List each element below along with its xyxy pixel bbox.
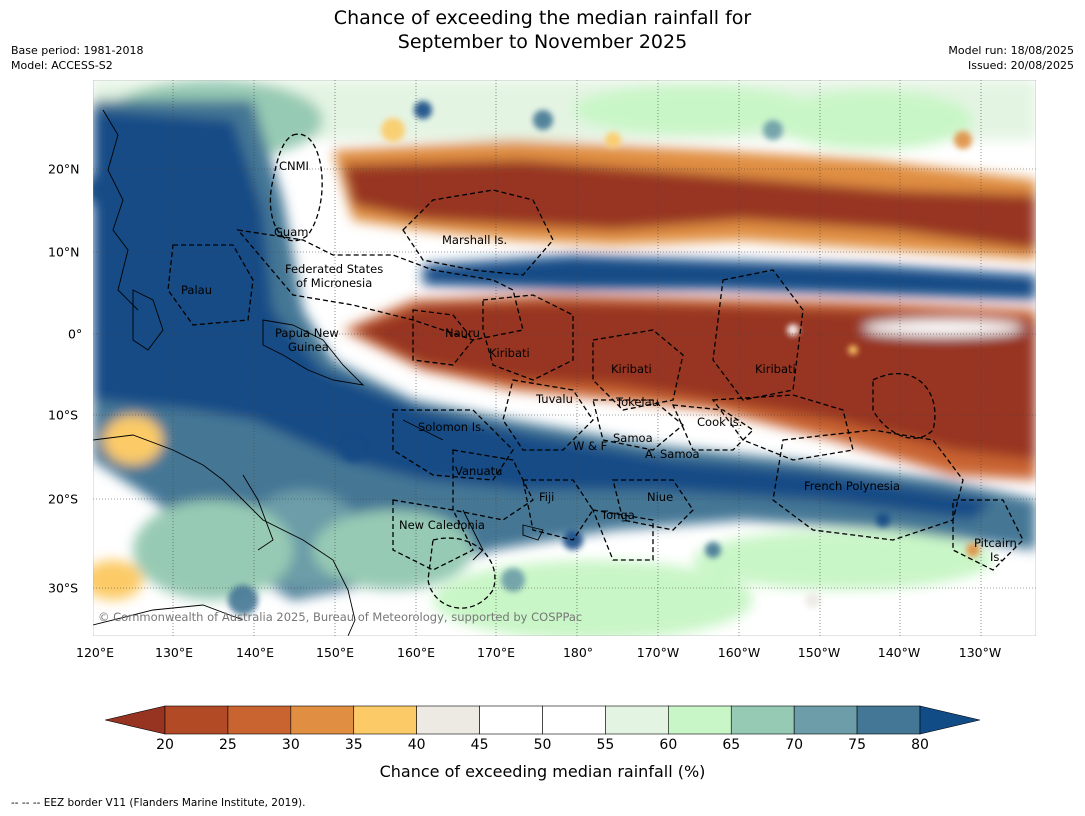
x-tick-label: 180°: [562, 645, 594, 660]
colorbar-tick-label: 40: [407, 737, 426, 753]
y-tick-label: 0°: [68, 326, 83, 342]
x-tick-label: 160°W: [717, 645, 761, 660]
region-label: Fiji: [539, 490, 554, 504]
x-tick-label: 130°E: [154, 645, 194, 660]
title-line-2: September to November 2025: [397, 31, 688, 53]
colorbar-tick-label: 50: [533, 737, 552, 753]
region-label: New Caledonia: [399, 518, 485, 532]
region-label: Solomon Is.: [418, 420, 485, 434]
region-labels: CNMI Guam Marshall Is. Federated States …: [181, 159, 1017, 564]
colorbar-cell: [730, 705, 795, 735]
run-info-left: Base period: 1981-2018 Model: ACCESS-S2: [11, 43, 143, 73]
colorbar-cell: [416, 705, 480, 735]
x-tick-label: 120°E: [75, 645, 115, 660]
y-tick-label: 30°S: [48, 580, 79, 596]
issued-date: Issued: 20/08/2025: [967, 59, 1074, 72]
rainfall-speckles: [228, 101, 980, 615]
region-label: Nauru: [445, 326, 480, 340]
region-label: Is.: [990, 550, 1003, 564]
region-label: of Micronesia: [296, 276, 372, 290]
x-tick-label: 140°E: [235, 645, 275, 660]
colorbar-cell: [542, 705, 606, 735]
x-tick-label: 130°W: [958, 645, 1002, 660]
colorbar-tick-label: 55: [596, 737, 615, 753]
y-tick-label: 10°S: [48, 407, 79, 423]
colorbar-tick-label: 75: [848, 737, 866, 753]
region-label: Guam: [274, 225, 308, 239]
region-label: Federated States: [285, 262, 383, 276]
x-tick-label: 140°W: [877, 645, 921, 660]
y-tick-label: 20°S: [48, 491, 79, 507]
colorbar-tick-label: 65: [722, 737, 741, 753]
colorbar-cell: [479, 705, 543, 735]
region-label: Papua New: [275, 326, 339, 340]
region-label: Kiribati: [755, 362, 796, 376]
region-label: Guinea: [288, 340, 329, 354]
region-label: A. Samoa: [645, 447, 700, 461]
map-title: Chance of exceeding the median rainfall …: [0, 6, 1085, 54]
colorbar-cell: [353, 705, 417, 735]
x-tick-label: 170°W: [636, 645, 680, 660]
colorbar-tick-label: 70: [785, 737, 804, 753]
colorbar: [105, 705, 980, 735]
region-label: Palau: [181, 283, 212, 297]
colorbar-tick-label: 80: [911, 737, 929, 753]
model-name: Model: ACCESS-S2: [11, 59, 113, 72]
colorbar-tick-label: 60: [659, 737, 678, 753]
colorbar-title: Chance of exceeding median rainfall (%): [379, 762, 706, 781]
colorbar-tick-label: 35: [344, 737, 363, 753]
run-info-right: Model run: 18/08/2025 Issued: 20/08/2025: [948, 43, 1074, 73]
colorbar-tick-label: 45: [470, 737, 489, 753]
colorbar-cell: [227, 705, 292, 735]
colorbar-cell: [290, 705, 355, 735]
rainfall-field: [93, 80, 1036, 636]
title-line-1: Chance of exceeding the median rainfall …: [333, 7, 752, 29]
colorbar-extension-low: [105, 705, 166, 735]
x-tick-label: 150°E: [315, 645, 355, 660]
colorbar-cells: [105, 705, 980, 735]
y-tick-label: 20°N: [48, 161, 80, 177]
colorbar-cell: [856, 705, 921, 735]
colorbar-cell: [605, 705, 669, 735]
x-tick-label: 170°E: [476, 645, 516, 660]
region-label: Vanuatu: [455, 464, 502, 478]
rainfall-map: CNMI Guam Marshall Is. Federated States …: [93, 80, 1036, 636]
coastlines: [93, 109, 544, 636]
colorbar-cell: [668, 705, 732, 735]
colorbar-tick-label: 25: [218, 737, 237, 753]
region-label: Cook Is.: [697, 415, 742, 429]
region-label: Tuvalu: [535, 392, 573, 406]
region-label: Tonga: [600, 508, 635, 522]
region-label: Tokelau: [615, 395, 659, 409]
region-label: French Polynesia: [804, 479, 900, 493]
region-label: Kiribati: [489, 346, 530, 360]
colorbar-cell: [164, 705, 229, 735]
region-label: W & F: [573, 439, 607, 453]
region-label: Niue: [647, 490, 673, 504]
region-label: Kiribati: [611, 362, 652, 376]
graticule: [93, 80, 1036, 636]
region-label: Samoa: [613, 431, 653, 445]
colorbar-tick-label: 20: [156, 737, 174, 753]
colorbar-cell: [793, 705, 858, 735]
x-tick-label: 160°E: [396, 645, 436, 660]
region-label: Marshall Is.: [442, 233, 507, 247]
copyright-notice: © Commonwealth of Australia 2025, Bureau…: [98, 610, 582, 624]
eez-legend-note: -- -- -- EEZ border V11 (Flanders Marine…: [11, 797, 306, 809]
y-tick-label: 10°N: [48, 244, 80, 260]
eez-borders: [167, 133, 1024, 609]
x-tick-label: 150°W: [797, 645, 841, 660]
colorbar-tick-label: 30: [281, 737, 300, 753]
region-label: Pitcairn: [974, 536, 1017, 550]
base-period: Base period: 1981-2018: [11, 44, 144, 57]
region-label: CNMI: [279, 159, 309, 173]
colorbar-extension-high: [919, 705, 980, 735]
model-run: Model run: 18/08/2025: [948, 44, 1074, 57]
